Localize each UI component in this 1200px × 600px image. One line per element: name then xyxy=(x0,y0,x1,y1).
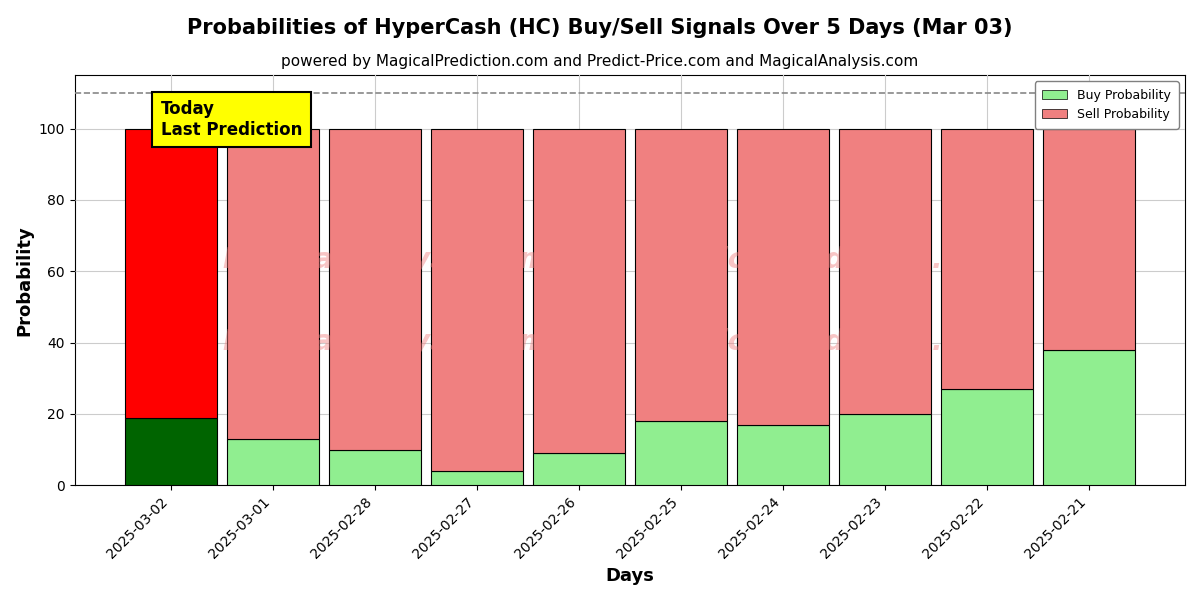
Bar xyxy=(1043,350,1134,485)
Bar xyxy=(329,128,421,449)
Bar xyxy=(941,128,1032,389)
Bar xyxy=(227,128,319,439)
Bar xyxy=(737,425,829,485)
Bar xyxy=(941,389,1032,485)
Legend: Buy Probability, Sell Probability: Buy Probability, Sell Probability xyxy=(1034,81,1178,128)
Text: MagicalAnalysis.com: MagicalAnalysis.com xyxy=(223,328,548,356)
X-axis label: Days: Days xyxy=(605,567,654,585)
Bar xyxy=(431,128,523,471)
Text: Today
Last Prediction: Today Last Prediction xyxy=(161,100,302,139)
Bar xyxy=(125,418,217,485)
Bar xyxy=(635,421,727,485)
Bar xyxy=(329,449,421,485)
Text: MagicalPrediction.com: MagicalPrediction.com xyxy=(652,245,1007,274)
Bar xyxy=(227,439,319,485)
Bar xyxy=(533,453,625,485)
Bar xyxy=(125,128,217,418)
Bar xyxy=(737,128,829,425)
Text: Probabilities of HyperCash (HC) Buy/Sell Signals Over 5 Days (Mar 03): Probabilities of HyperCash (HC) Buy/Sell… xyxy=(187,18,1013,38)
Bar xyxy=(431,471,523,485)
Bar xyxy=(1043,128,1134,350)
Bar xyxy=(839,414,931,485)
Bar xyxy=(635,128,727,421)
Bar xyxy=(839,128,931,414)
Text: MagicalAnalysis.com: MagicalAnalysis.com xyxy=(223,245,548,274)
Bar xyxy=(533,128,625,453)
Y-axis label: Probability: Probability xyxy=(16,225,34,335)
Text: powered by MagicalPrediction.com and Predict-Price.com and MagicalAnalysis.com: powered by MagicalPrediction.com and Pre… xyxy=(281,54,919,69)
Text: MagicalPrediction.com: MagicalPrediction.com xyxy=(652,328,1007,356)
